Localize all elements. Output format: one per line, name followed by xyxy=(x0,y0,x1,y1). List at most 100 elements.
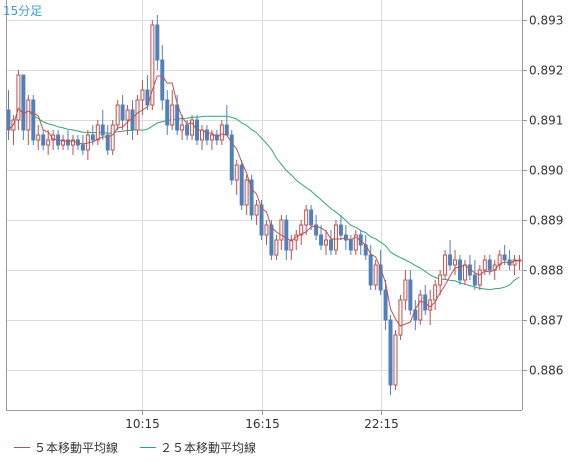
candle-up xyxy=(209,134,214,141)
candle-up xyxy=(115,104,120,126)
candle-down xyxy=(41,134,46,146)
y-tick-label: 0.887 xyxy=(529,314,563,328)
candle-up xyxy=(353,234,358,251)
candle-up xyxy=(95,124,100,141)
candle-down xyxy=(448,254,453,266)
candle-up xyxy=(110,124,115,151)
candle-down xyxy=(66,139,71,146)
candle-down xyxy=(368,254,373,286)
candle-up xyxy=(279,219,284,241)
candle-up xyxy=(244,179,249,206)
candle-down xyxy=(80,144,85,151)
candle-up xyxy=(254,204,259,216)
legend-swatch-ma5 xyxy=(14,447,30,448)
candle-up xyxy=(150,24,155,106)
candle-up xyxy=(170,104,175,126)
candle-down xyxy=(319,234,324,246)
candle-down xyxy=(165,99,170,126)
candle-down xyxy=(259,204,264,236)
x-axis-ticks: 10:15 16:15 22:15 xyxy=(125,417,399,431)
candle-down xyxy=(457,259,462,281)
candle-up xyxy=(16,74,21,121)
candle-down xyxy=(155,24,160,61)
candle-down xyxy=(378,264,383,291)
candle-up xyxy=(219,124,224,141)
candles xyxy=(6,15,522,395)
candle-down xyxy=(120,104,125,121)
candle-up xyxy=(373,264,378,286)
candle-down xyxy=(314,224,319,236)
legend-item-ma25: ２５本移動平均線 xyxy=(140,439,256,456)
candle-up xyxy=(403,279,408,301)
candle-down xyxy=(269,224,274,256)
candle-down xyxy=(502,254,507,261)
candle-down xyxy=(408,279,413,311)
candle-up xyxy=(190,119,195,136)
candle-up xyxy=(234,164,239,181)
candle-up xyxy=(462,264,467,281)
candle-up xyxy=(70,139,75,146)
y-tick-label: 0.888 xyxy=(529,264,563,278)
candle-up xyxy=(46,139,51,146)
candle-down xyxy=(31,99,36,141)
candle-down xyxy=(175,104,180,131)
candle-up xyxy=(482,259,487,271)
y-tick-label: 0.893 xyxy=(529,14,563,28)
candle-down xyxy=(105,134,110,151)
candle-down xyxy=(348,239,353,251)
x-tick-label: 22:15 xyxy=(364,417,399,431)
candle-up xyxy=(497,254,502,266)
legend-item-ma5: ５本移動平均線 xyxy=(14,439,118,456)
candle-down xyxy=(160,59,165,101)
candle-down xyxy=(388,319,393,386)
candle-up xyxy=(304,209,309,226)
ma25-line xyxy=(8,107,520,291)
candle-up xyxy=(61,139,66,146)
x-tick-label: 16:15 xyxy=(245,417,280,431)
candle-up xyxy=(125,109,130,121)
candle-up xyxy=(274,239,279,256)
ma25-line-layer xyxy=(8,107,520,291)
ma5-line xyxy=(8,75,520,327)
candle-down xyxy=(284,219,289,251)
candle-up xyxy=(477,269,482,286)
candle-down xyxy=(338,224,343,236)
candle-up xyxy=(299,224,304,236)
candle-down xyxy=(130,109,135,131)
candle-down xyxy=(224,124,229,136)
candle-down xyxy=(487,259,492,271)
interval-label: 15分足 xyxy=(3,4,43,18)
candle-up xyxy=(36,134,41,141)
candle-down xyxy=(145,89,150,106)
candle-down xyxy=(328,239,333,251)
candle-down xyxy=(21,74,26,131)
candle-up xyxy=(264,224,269,236)
candle-up xyxy=(512,259,517,266)
y-axis-ticks: 0.893 0.892 0.891 0.890 0.889 0.888 0.887 0.886 xyxy=(529,14,563,378)
candle-down xyxy=(249,179,254,216)
candle-down xyxy=(204,129,209,141)
grid-lines xyxy=(6,0,522,410)
candle-up xyxy=(26,99,31,131)
candle-up xyxy=(135,99,140,131)
candle-down xyxy=(229,134,234,181)
candle-down xyxy=(185,124,190,136)
ma5-line-layer xyxy=(8,75,520,327)
y-tick-label: 0.890 xyxy=(529,164,563,178)
candle-up xyxy=(418,294,423,321)
candle-up xyxy=(433,284,438,301)
candle-up xyxy=(140,89,145,101)
y-tick-label: 0.892 xyxy=(529,64,563,78)
legend-swatch-ma25 xyxy=(140,447,156,448)
candle-up xyxy=(438,274,443,286)
candle-up xyxy=(199,129,204,141)
legend-label-ma25: ２５本移動平均線 xyxy=(160,441,257,455)
candle-down xyxy=(383,289,388,321)
candle-up xyxy=(393,334,398,386)
candle-up xyxy=(398,299,403,336)
legend-label-ma5: ５本移動平均線 xyxy=(34,441,119,455)
candle-down xyxy=(90,134,95,141)
candle-down xyxy=(100,124,105,136)
y-tick-label: 0.889 xyxy=(529,214,563,228)
